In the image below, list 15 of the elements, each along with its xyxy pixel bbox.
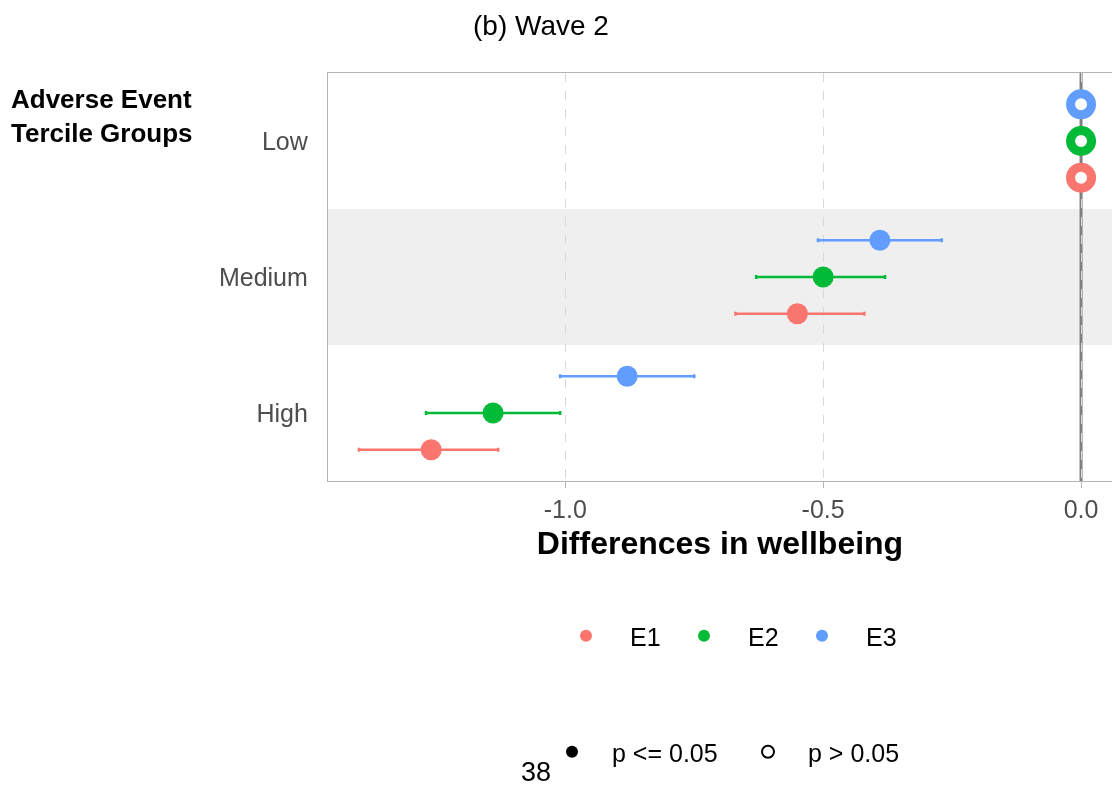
legend-label: p <= 0.05 <box>612 738 718 767</box>
legend-label: p > 0.05 <box>808 738 900 767</box>
legend-label: E2 <box>748 622 779 651</box>
legend-label: E3 <box>866 622 897 651</box>
y-tick-label: Medium <box>218 262 308 291</box>
x-tick-label: -0.5 <box>801 495 845 524</box>
legend-label: E1 <box>630 622 661 651</box>
y-axis-title: Adverse Event Tercile Groups <box>11 84 193 148</box>
y-tick-label: Low <box>261 126 309 155</box>
x-tick-label: 0.0 <box>1063 495 1099 524</box>
chart-title: (b) Wave 2 <box>473 9 609 41</box>
text: 38 <box>521 757 552 786</box>
x-axis-title: Differences in wellbeing <box>536 525 904 562</box>
x-tick-label: -1.0 <box>543 495 587 524</box>
y-tick-label: High <box>256 398 308 427</box>
